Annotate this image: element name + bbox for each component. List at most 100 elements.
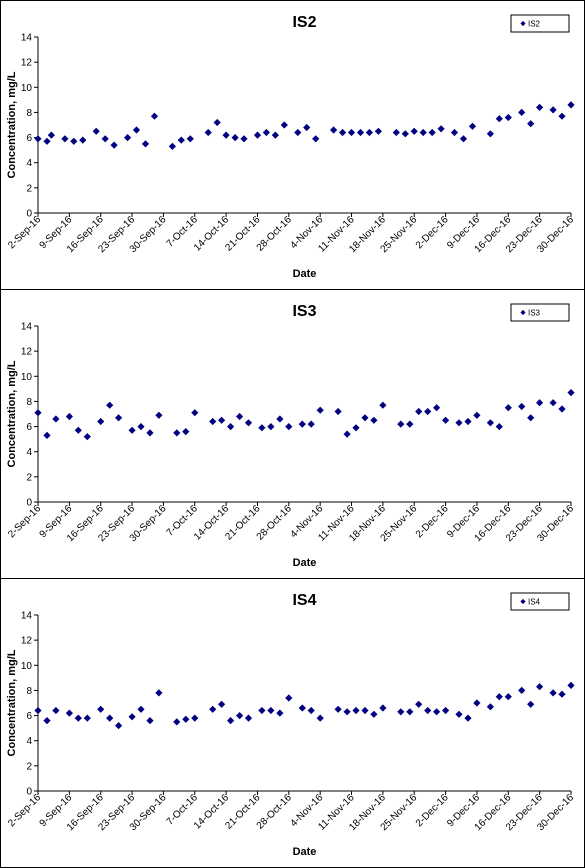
data-point — [518, 108, 526, 116]
data-point — [79, 136, 87, 144]
data-point — [124, 134, 132, 142]
data-point — [262, 128, 270, 137]
data-point — [527, 414, 535, 422]
legend-box — [510, 14, 570, 33]
data-point — [110, 141, 118, 149]
data-point — [316, 714, 324, 722]
data-point — [218, 416, 226, 424]
data-point — [258, 706, 266, 715]
data-point — [486, 130, 494, 138]
data-point — [343, 430, 351, 438]
data-point — [450, 128, 459, 137]
x-tick-label: 2-Dec-16 — [414, 792, 451, 829]
data-point — [74, 714, 82, 722]
data-point — [536, 103, 544, 111]
data-point — [428, 128, 436, 137]
data-point — [244, 419, 253, 427]
data-point — [437, 125, 445, 133]
data-point — [271, 131, 279, 139]
data-point — [334, 705, 342, 713]
y-tick-label: 2 — [26, 761, 32, 772]
data-point — [455, 710, 463, 718]
y-tick-label: 12 — [21, 347, 33, 358]
data-point — [218, 700, 226, 708]
data-point — [567, 101, 575, 109]
chart-is4: IS4024681012142-Sep-169-Sep-1616-Sep-162… — [6, 592, 576, 858]
data-point — [209, 417, 217, 426]
data-point — [370, 416, 378, 424]
data-point — [379, 704, 387, 712]
data-point — [442, 706, 450, 715]
data-point — [43, 137, 51, 145]
data-point — [549, 689, 557, 697]
data-point — [267, 423, 275, 431]
data-point — [392, 128, 400, 137]
data-point — [132, 126, 141, 134]
y-tick-label: 8 — [26, 686, 32, 697]
data-point — [280, 121, 288, 129]
legend: IS2 — [510, 14, 570, 33]
y-tick-label: 6 — [26, 422, 32, 433]
data-point — [65, 412, 73, 421]
series-is3 — [34, 389, 575, 441]
chart-title: IS4 — [292, 592, 316, 609]
data-point — [558, 112, 566, 120]
chart-panel-is4: IS4 0 2 4 6 8 10 12 14 2-Sep-16 9-Sep-16 16-Sep-16 2… — [0, 578, 585, 868]
data-point — [410, 127, 418, 135]
x-tick-label: 2-Sep-16 — [6, 214, 43, 251]
data-point — [209, 705, 217, 713]
data-point — [370, 710, 378, 718]
legend-entry: IS2 — [528, 20, 541, 29]
data-point — [406, 420, 414, 428]
chart-is3: IS3024681012142-Sep-169-Sep-1616-Sep-162… — [6, 303, 576, 569]
data-point — [227, 717, 235, 725]
data-point — [303, 123, 311, 132]
data-point — [334, 407, 342, 416]
data-point — [186, 135, 194, 143]
data-point — [227, 423, 235, 431]
data-point — [168, 142, 176, 150]
y-axis-label: Concentration, mg/L — [6, 360, 18, 467]
y-tick-label: 14 — [21, 33, 33, 44]
data-point — [424, 407, 432, 416]
data-point — [236, 712, 244, 720]
data-point — [191, 409, 199, 417]
legend-box — [510, 592, 570, 611]
y-tick-label: 0 — [26, 498, 32, 509]
data-point — [374, 127, 382, 135]
x-tick-label: 2-Sep-16 — [6, 503, 43, 540]
y-tick-label: 12 — [21, 58, 33, 69]
data-point — [504, 693, 512, 701]
data-point — [244, 714, 253, 722]
data-point — [141, 140, 150, 148]
data-point — [115, 414, 123, 422]
data-point — [397, 420, 405, 428]
data-point — [34, 706, 42, 715]
legend: IS4 — [510, 592, 570, 611]
data-point — [285, 423, 293, 431]
data-point — [424, 706, 432, 715]
data-point — [236, 412, 244, 421]
data-point — [74, 426, 82, 434]
y-axis-label: Concentration, mg/L — [6, 71, 18, 178]
legend-box — [510, 303, 570, 322]
data-point — [276, 415, 284, 423]
data-point — [285, 694, 293, 702]
data-point — [106, 401, 114, 409]
data-point — [365, 128, 373, 137]
chart-title: IS3 — [292, 303, 316, 320]
y-tick-label: 14 — [21, 322, 33, 333]
data-point — [330, 126, 338, 134]
data-point — [65, 709, 73, 717]
data-point — [316, 406, 324, 414]
data-point — [182, 715, 190, 723]
legend-entry: IS4 — [528, 598, 541, 607]
y-tick-label: 14 — [21, 611, 33, 622]
data-point — [294, 128, 302, 137]
data-point — [558, 405, 566, 413]
data-point — [146, 717, 154, 725]
data-point — [222, 131, 230, 139]
chart-panel-is2: IS2 0 2 4 6 8 10 12 14 2-Sep-16 9-Sep-16 16-Sep-16 2… — [0, 0, 585, 290]
y-tick-label: 2 — [26, 183, 32, 194]
